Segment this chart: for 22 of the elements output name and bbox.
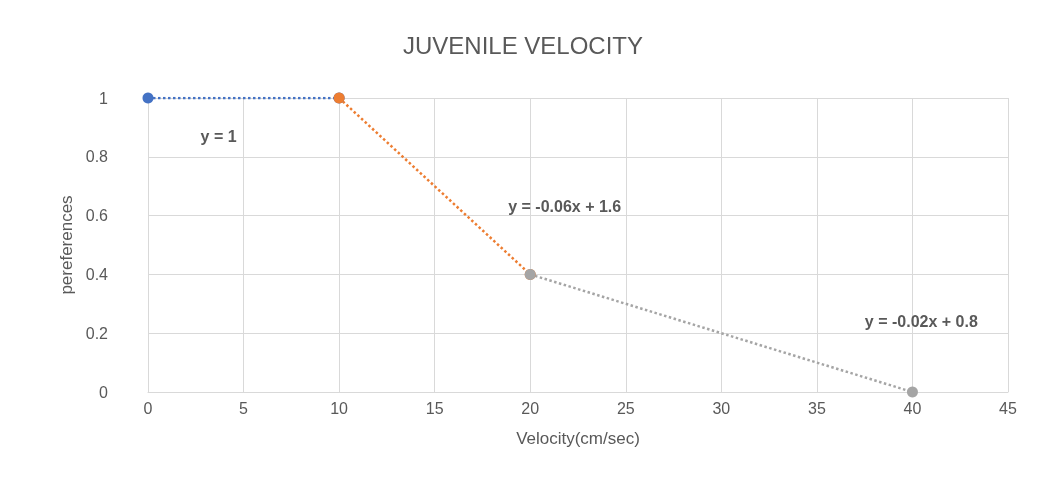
y-tick-label: 0.4 [85,265,109,283]
y-tick-label: 0.8 [85,148,109,166]
y-axis-title: pereferences [56,195,76,295]
y-tick-label: 1 [99,89,109,107]
x-tick-label: 0 [143,399,153,417]
x-tick-label: 20 [521,399,540,417]
x-tick-label: 5 [239,399,249,417]
x-tick-label: 10 [330,399,349,417]
x-tick-label: 30 [712,399,731,417]
x-axis-title: Velocity(cm/sec) [516,429,640,448]
y-tick-label: 0.6 [85,207,109,225]
y-tick-label: 0 [99,383,109,401]
x-tick-label: 25 [616,399,635,417]
y-tick-label: 0.2 [85,324,109,342]
annotation: y = -0.06x + 1.6 [508,197,622,215]
x-tick-label: 15 [425,399,444,417]
annotation: y = -0.02x + 0.8 [864,312,978,330]
x-tick-label: 35 [807,399,826,417]
x-tick-label: 45 [999,399,1017,417]
annotation: y = 1 [200,127,237,145]
chart-title: JUVENILE VELOCITY [402,31,644,59]
x-tick-label: 40 [903,399,922,417]
